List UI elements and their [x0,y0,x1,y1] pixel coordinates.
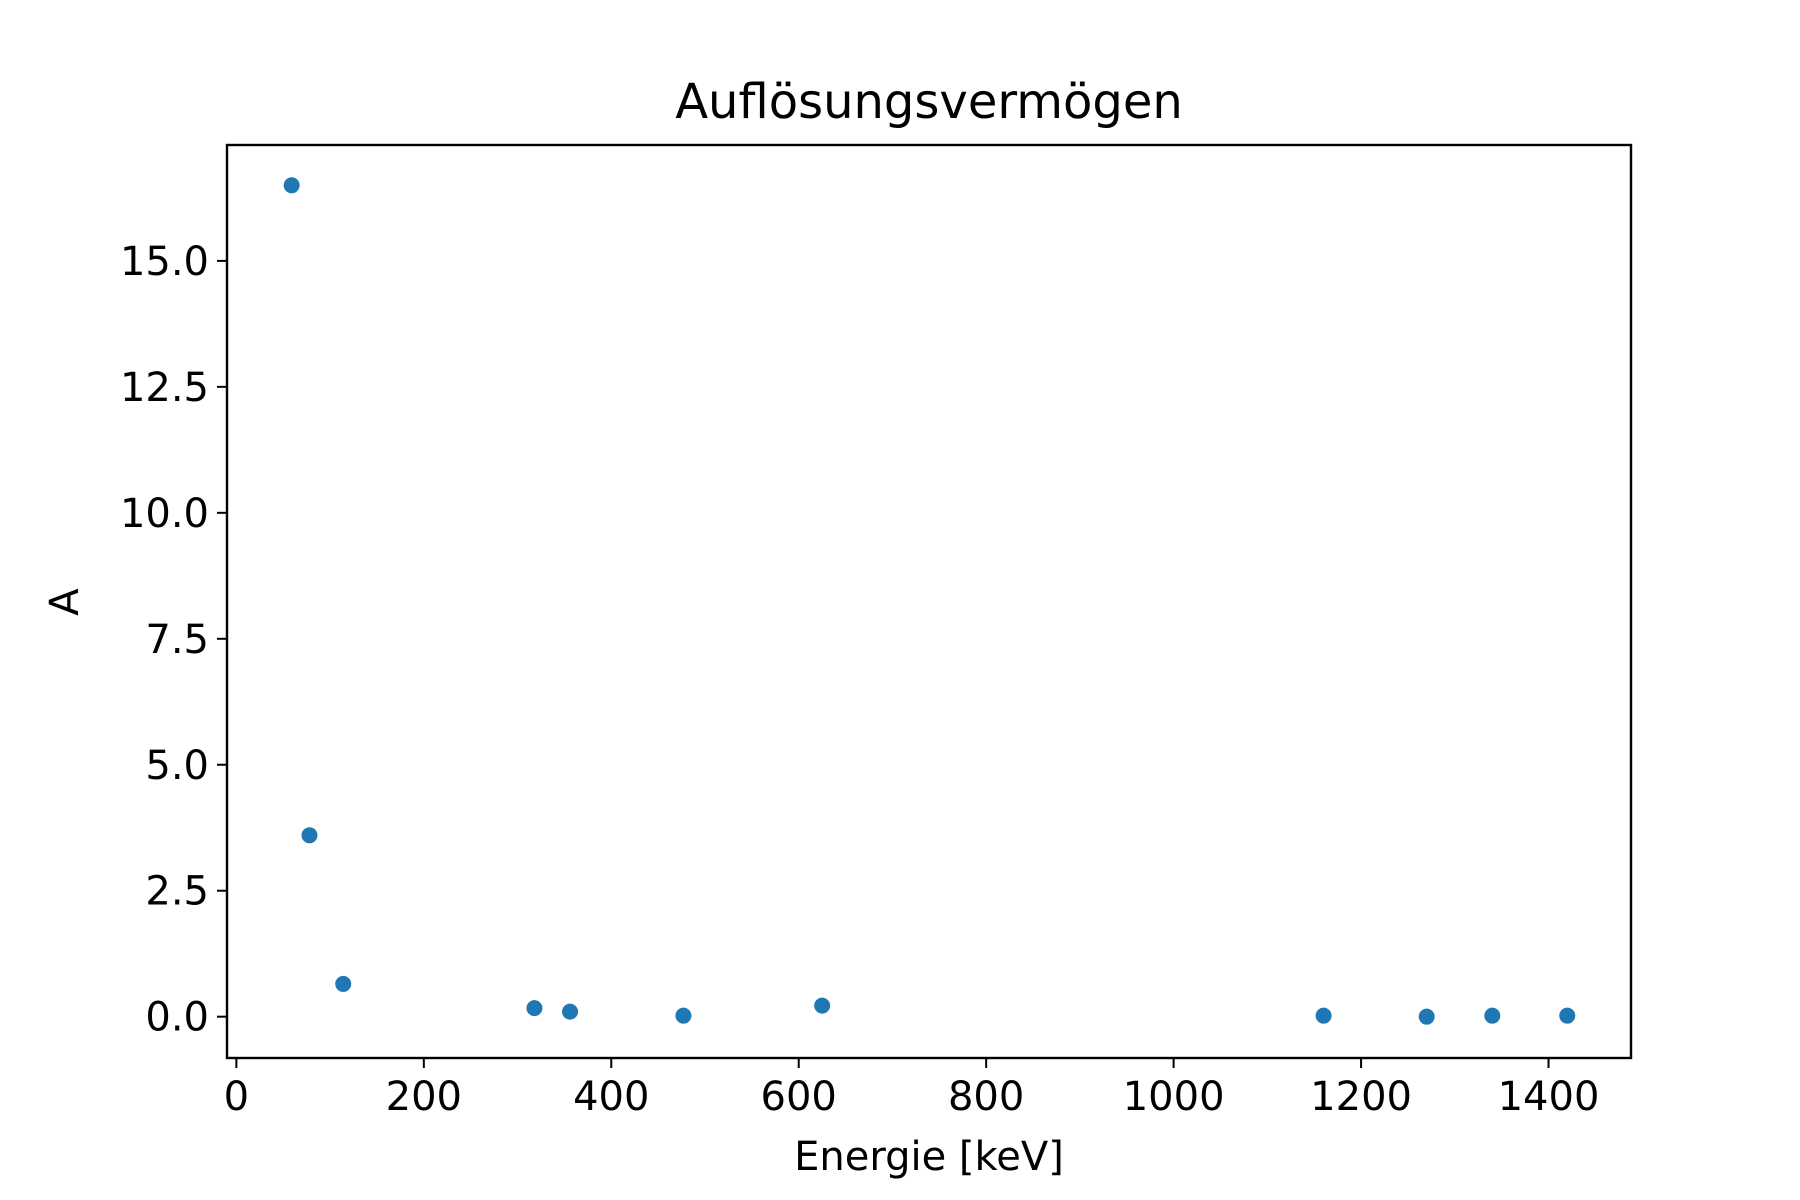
data-point [814,997,831,1014]
data-point [335,975,352,992]
y-axis-label: A [42,588,88,616]
y-tick-label: 5.0 [145,743,209,789]
x-axis-label: Energie [keV] [794,1134,1064,1180]
data-point [301,827,318,844]
x-tick-label: 0 [224,1074,249,1120]
plot-frame [225,143,1633,1060]
x-tick-label: 1200 [1310,1074,1412,1120]
data-point [1418,1008,1435,1025]
y-tick-label: 2.5 [145,869,209,915]
data-point [1484,1007,1501,1024]
x-axis-ticks: 0 200 400 600 800 1000 1200 1400 [224,1058,1600,1120]
y-tick-label: 7.5 [145,617,209,663]
x-tick-label: 1400 [1498,1074,1600,1120]
x-tick-label: 600 [761,1074,837,1120]
y-axis-ticks: 0.0 2.5 5.0 7.5 10.0 12.5 15.0 [120,239,227,1041]
data-point [526,1000,543,1017]
data-point [562,1003,579,1020]
y-tick-label: 0.0 [145,995,209,1041]
x-tick-label: 1000 [1123,1074,1225,1120]
y-tick-label: 15.0 [120,239,209,285]
x-tick-label: 400 [573,1074,649,1120]
y-tick-label: 10.0 [120,491,209,537]
y-tick-label: 12.5 [120,365,209,411]
data-points [283,177,1576,1025]
x-tick-label: 200 [386,1074,462,1120]
data-point [675,1007,692,1024]
data-point [283,177,300,194]
x-tick-label: 800 [948,1074,1024,1120]
data-point [1559,1007,1576,1024]
data-point [1315,1007,1332,1024]
chart-title: Auflösungsvermögen [675,74,1183,130]
